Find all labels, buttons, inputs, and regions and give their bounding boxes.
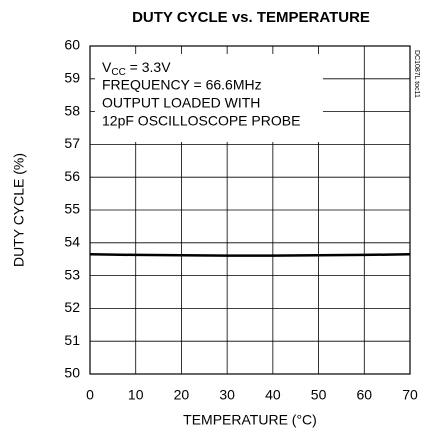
annotation: VCC = 3.3V bbox=[102, 59, 171, 78]
annotation: OUTPUT LOADED WITH bbox=[102, 95, 260, 111]
y-tick-label: 55 bbox=[64, 201, 80, 217]
x-tick-label: 70 bbox=[402, 387, 418, 403]
x-tick-label: 10 bbox=[128, 387, 144, 403]
y-tick-label: 50 bbox=[64, 365, 80, 381]
x-tick-label: 60 bbox=[356, 387, 372, 403]
y-tick-label: 51 bbox=[64, 332, 80, 348]
annotation-sub: CC bbox=[111, 67, 125, 78]
annotation: 12pF OSCILLOSCOPE PROBE bbox=[102, 113, 300, 129]
annotation: FREQUENCY = 66.6MHz bbox=[102, 77, 262, 93]
y-tick-label: 53 bbox=[64, 266, 80, 282]
y-tick-label: 56 bbox=[64, 168, 80, 184]
x-axis-label: TEMPERATURE (°C) bbox=[183, 412, 317, 428]
y-tick-label: 59 bbox=[64, 70, 80, 86]
data-line bbox=[89, 253, 411, 257]
figure-id: DC1087L toc11 bbox=[413, 50, 420, 98]
annotation-bg bbox=[95, 54, 323, 142]
x-tick-label: 30 bbox=[219, 387, 235, 403]
y-tick-label: 58 bbox=[64, 102, 80, 118]
y-tick-label: 57 bbox=[64, 135, 80, 151]
annotation-part: = 3.3V bbox=[126, 59, 171, 75]
y-tick-label: 54 bbox=[64, 234, 80, 250]
x-tick-label: 20 bbox=[174, 387, 190, 403]
y-axis-label: DUTY CYCLE (%) bbox=[11, 153, 27, 267]
y-tick-label: 52 bbox=[64, 299, 80, 315]
x-tick-label: 0 bbox=[86, 387, 94, 403]
y-tick-label: 60 bbox=[64, 37, 80, 53]
x-tick-label: 50 bbox=[311, 387, 327, 403]
annotation-part: V bbox=[102, 59, 112, 75]
plot-frame bbox=[89, 45, 411, 375]
chart-title: DUTY CYCLE vs. TEMPERATURE bbox=[132, 9, 370, 26]
x-tick-label: 40 bbox=[265, 387, 281, 403]
